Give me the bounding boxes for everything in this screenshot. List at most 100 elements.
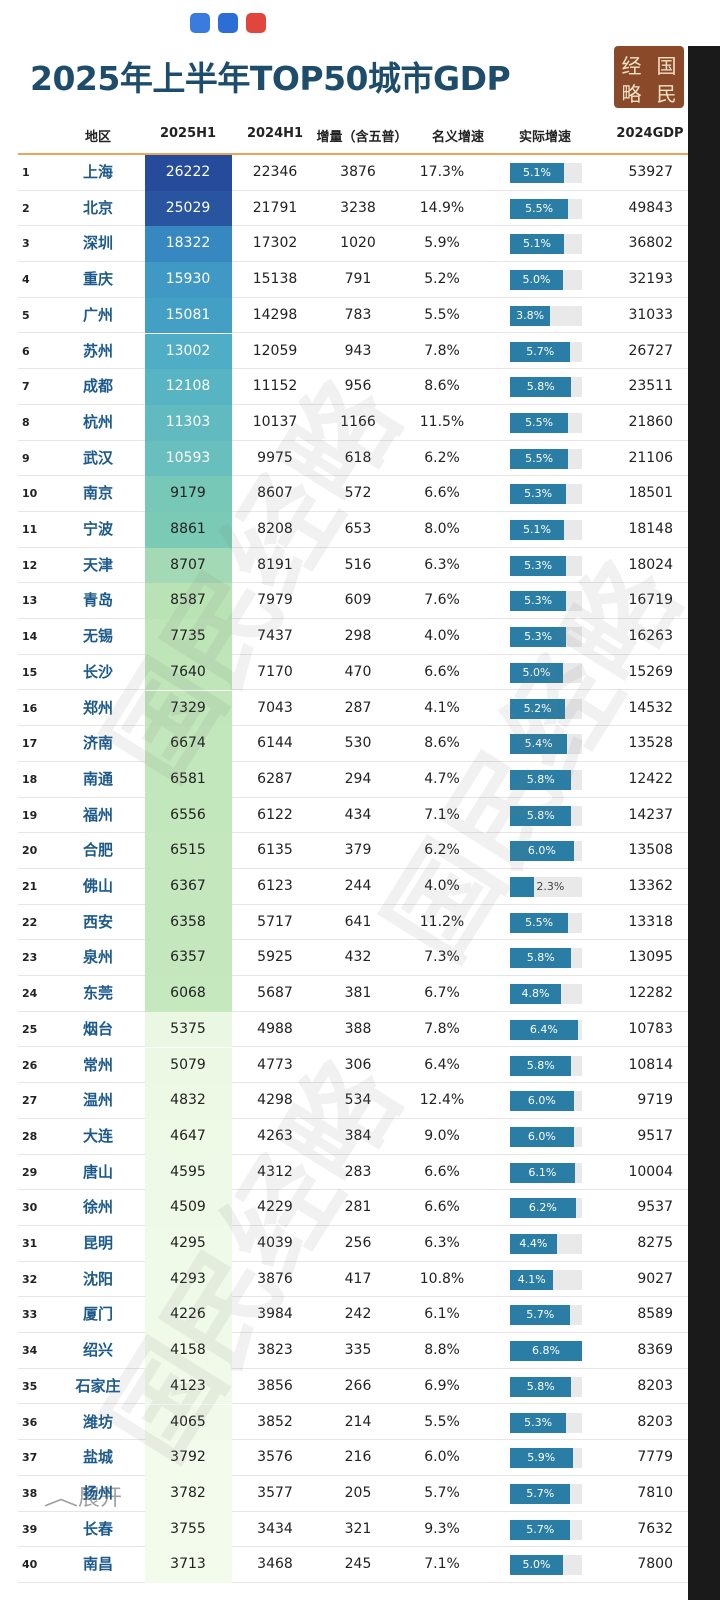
gdp-2025h1: 6357 [170, 949, 206, 966]
rank: 21 [22, 880, 38, 893]
city: 厦门 [82, 1305, 114, 1324]
real-growth-label: 5.5% [525, 201, 554, 215]
heat-cell [145, 1154, 232, 1191]
rank: 12 [22, 558, 38, 572]
heat-cell [145, 1297, 232, 1334]
real-growth-label: 6.8% [532, 1344, 561, 1358]
nominal-growth: 7.3% [424, 949, 460, 966]
table-row: 30 徐州 4509 4229 281 6.6% 6.2% 9537 [18, 1190, 688, 1226]
real-growth-bar [510, 805, 572, 826]
gdp-2024h1: 12059 [252, 342, 298, 359]
gdp-2024: 13508 [628, 842, 673, 859]
gdp-2024: 7810 [637, 1484, 673, 1501]
gdp-2025h1: 18322 [165, 235, 211, 252]
heat-cell [145, 1511, 232, 1548]
real-growth-label: 6.4% [529, 1022, 558, 1036]
status-icon [218, 13, 238, 33]
city: 南京 [82, 484, 114, 503]
table-row: 17 济南 6674 6144 530 8.6% 5.4% 13528 [18, 726, 688, 762]
gdp-2024h1: 6135 [257, 842, 293, 859]
table-row: 34 绍兴 4158 3823 335 8.8% 6.8% 8369 [18, 1333, 688, 1369]
rank: 9 [22, 451, 30, 465]
gdp-2024: 14532 [628, 699, 673, 716]
heat-cell [145, 1368, 232, 1405]
increase: 791 [344, 271, 372, 288]
real-growth-label: 6.0% [527, 1094, 556, 1108]
increase: 335 [344, 1342, 372, 1359]
city: 北京 [82, 198, 114, 217]
gdp-2025h1: 5079 [170, 1056, 206, 1073]
gdp-2024: 10814 [628, 1056, 673, 1073]
rank: 6 [22, 344, 30, 358]
gdp-2025h1: 25029 [165, 199, 211, 216]
gdp-2024h1: 3856 [257, 1377, 293, 1394]
table-row: 3 深圳 18322 17302 1020 5.9% 5.1% 36802 [18, 226, 688, 263]
heat-cell [145, 797, 232, 834]
increase: 470 [344, 663, 372, 680]
rank: 28 [22, 1129, 38, 1143]
table-row: 27 温州 4832 4298 534 12.4% 6.0% 9719 [18, 1083, 688, 1119]
nominal-growth: 6.6% [424, 485, 460, 502]
table-row: 39 长春 3755 3434 321 9.3% 5.7% 7632 [18, 1511, 688, 1548]
gdp-2025h1: 3792 [170, 1449, 206, 1466]
gdp-2024h1: 11152 [252, 378, 298, 395]
nominal-growth: 6.7% [424, 985, 460, 1002]
table-row: 5 广州 15081 14298 783 5.5% 3.8% 31033 [18, 297, 688, 334]
real-growth-bar [510, 198, 569, 219]
real-growth-label: 5.8% [526, 808, 555, 822]
gdp-2024: 16719 [628, 592, 673, 609]
real-growth-bar [510, 1126, 574, 1147]
edge [688, 46, 720, 1600]
heat-cell [145, 369, 232, 405]
real-growth-bar [510, 305, 551, 326]
real-growth-label: 5.8% [526, 772, 555, 786]
real-growth-bar [510, 1091, 574, 1112]
real-growth-label: 5.3% [524, 558, 553, 572]
increase: 283 [344, 1163, 372, 1180]
rank: 35 [22, 1379, 38, 1393]
gdp-2024h1: 4229 [257, 1199, 293, 1216]
heat-cell [145, 869, 232, 905]
city: 盐城 [82, 1448, 114, 1467]
gdp-2024: 14237 [628, 806, 673, 823]
heat-cell [145, 726, 232, 762]
gdp-2024h1: 5687 [257, 985, 293, 1002]
increase: 244 [344, 878, 372, 894]
gdp-2025h1: 6581 [170, 770, 206, 787]
logo-char: 经 [621, 54, 642, 78]
gdp-2024h1: 3852 [257, 1413, 293, 1430]
gdp-2024h1: 10137 [252, 413, 298, 430]
real-growth-bar [510, 698, 566, 719]
rank: 2 [22, 201, 30, 215]
heat-cell [145, 1475, 232, 1512]
nominal-growth: 10.8% [419, 1270, 465, 1287]
real-growth-bar [510, 662, 563, 683]
increase: 294 [344, 770, 372, 787]
real-growth-bar [510, 341, 571, 362]
expand-button[interactable]: ︿展开 [43, 1480, 122, 1512]
increase: 618 [344, 449, 372, 466]
nominal-growth: 9.0% [424, 1127, 460, 1144]
gdp-2024: 8203 [637, 1413, 673, 1430]
gdp-2024h1: 8208 [257, 521, 293, 537]
rank: 4 [22, 273, 30, 287]
real-growth-label: 5.2% [523, 701, 552, 715]
city: 杭州 [82, 412, 114, 431]
increase: 1020 [340, 235, 376, 252]
gdp-2024h1: 3876 [257, 1270, 293, 1287]
nominal-growth: 7.6% [424, 592, 460, 609]
real-growth-bar [510, 412, 569, 433]
nominal-growth: 11.2% [419, 913, 465, 930]
gdp-2024h1: 4773 [257, 1056, 293, 1073]
gdp-2025h1: 9179 [170, 485, 206, 502]
gdp-2024h1: 3823 [257, 1342, 293, 1359]
nominal-growth: 6.3% [424, 1235, 460, 1251]
city: 长春 [82, 1519, 114, 1538]
gdp-2025h1: 4065 [170, 1413, 206, 1430]
city: 济南 [82, 734, 114, 753]
real-growth-bar [510, 270, 563, 291]
real-growth-label: 6.2% [528, 1201, 557, 1215]
real-growth-label: 5.5% [525, 415, 554, 429]
real-growth-bar [510, 520, 565, 540]
table-row: 8 杭州 11303 10137 1166 11.5% 5.5% 21860 [18, 404, 688, 441]
